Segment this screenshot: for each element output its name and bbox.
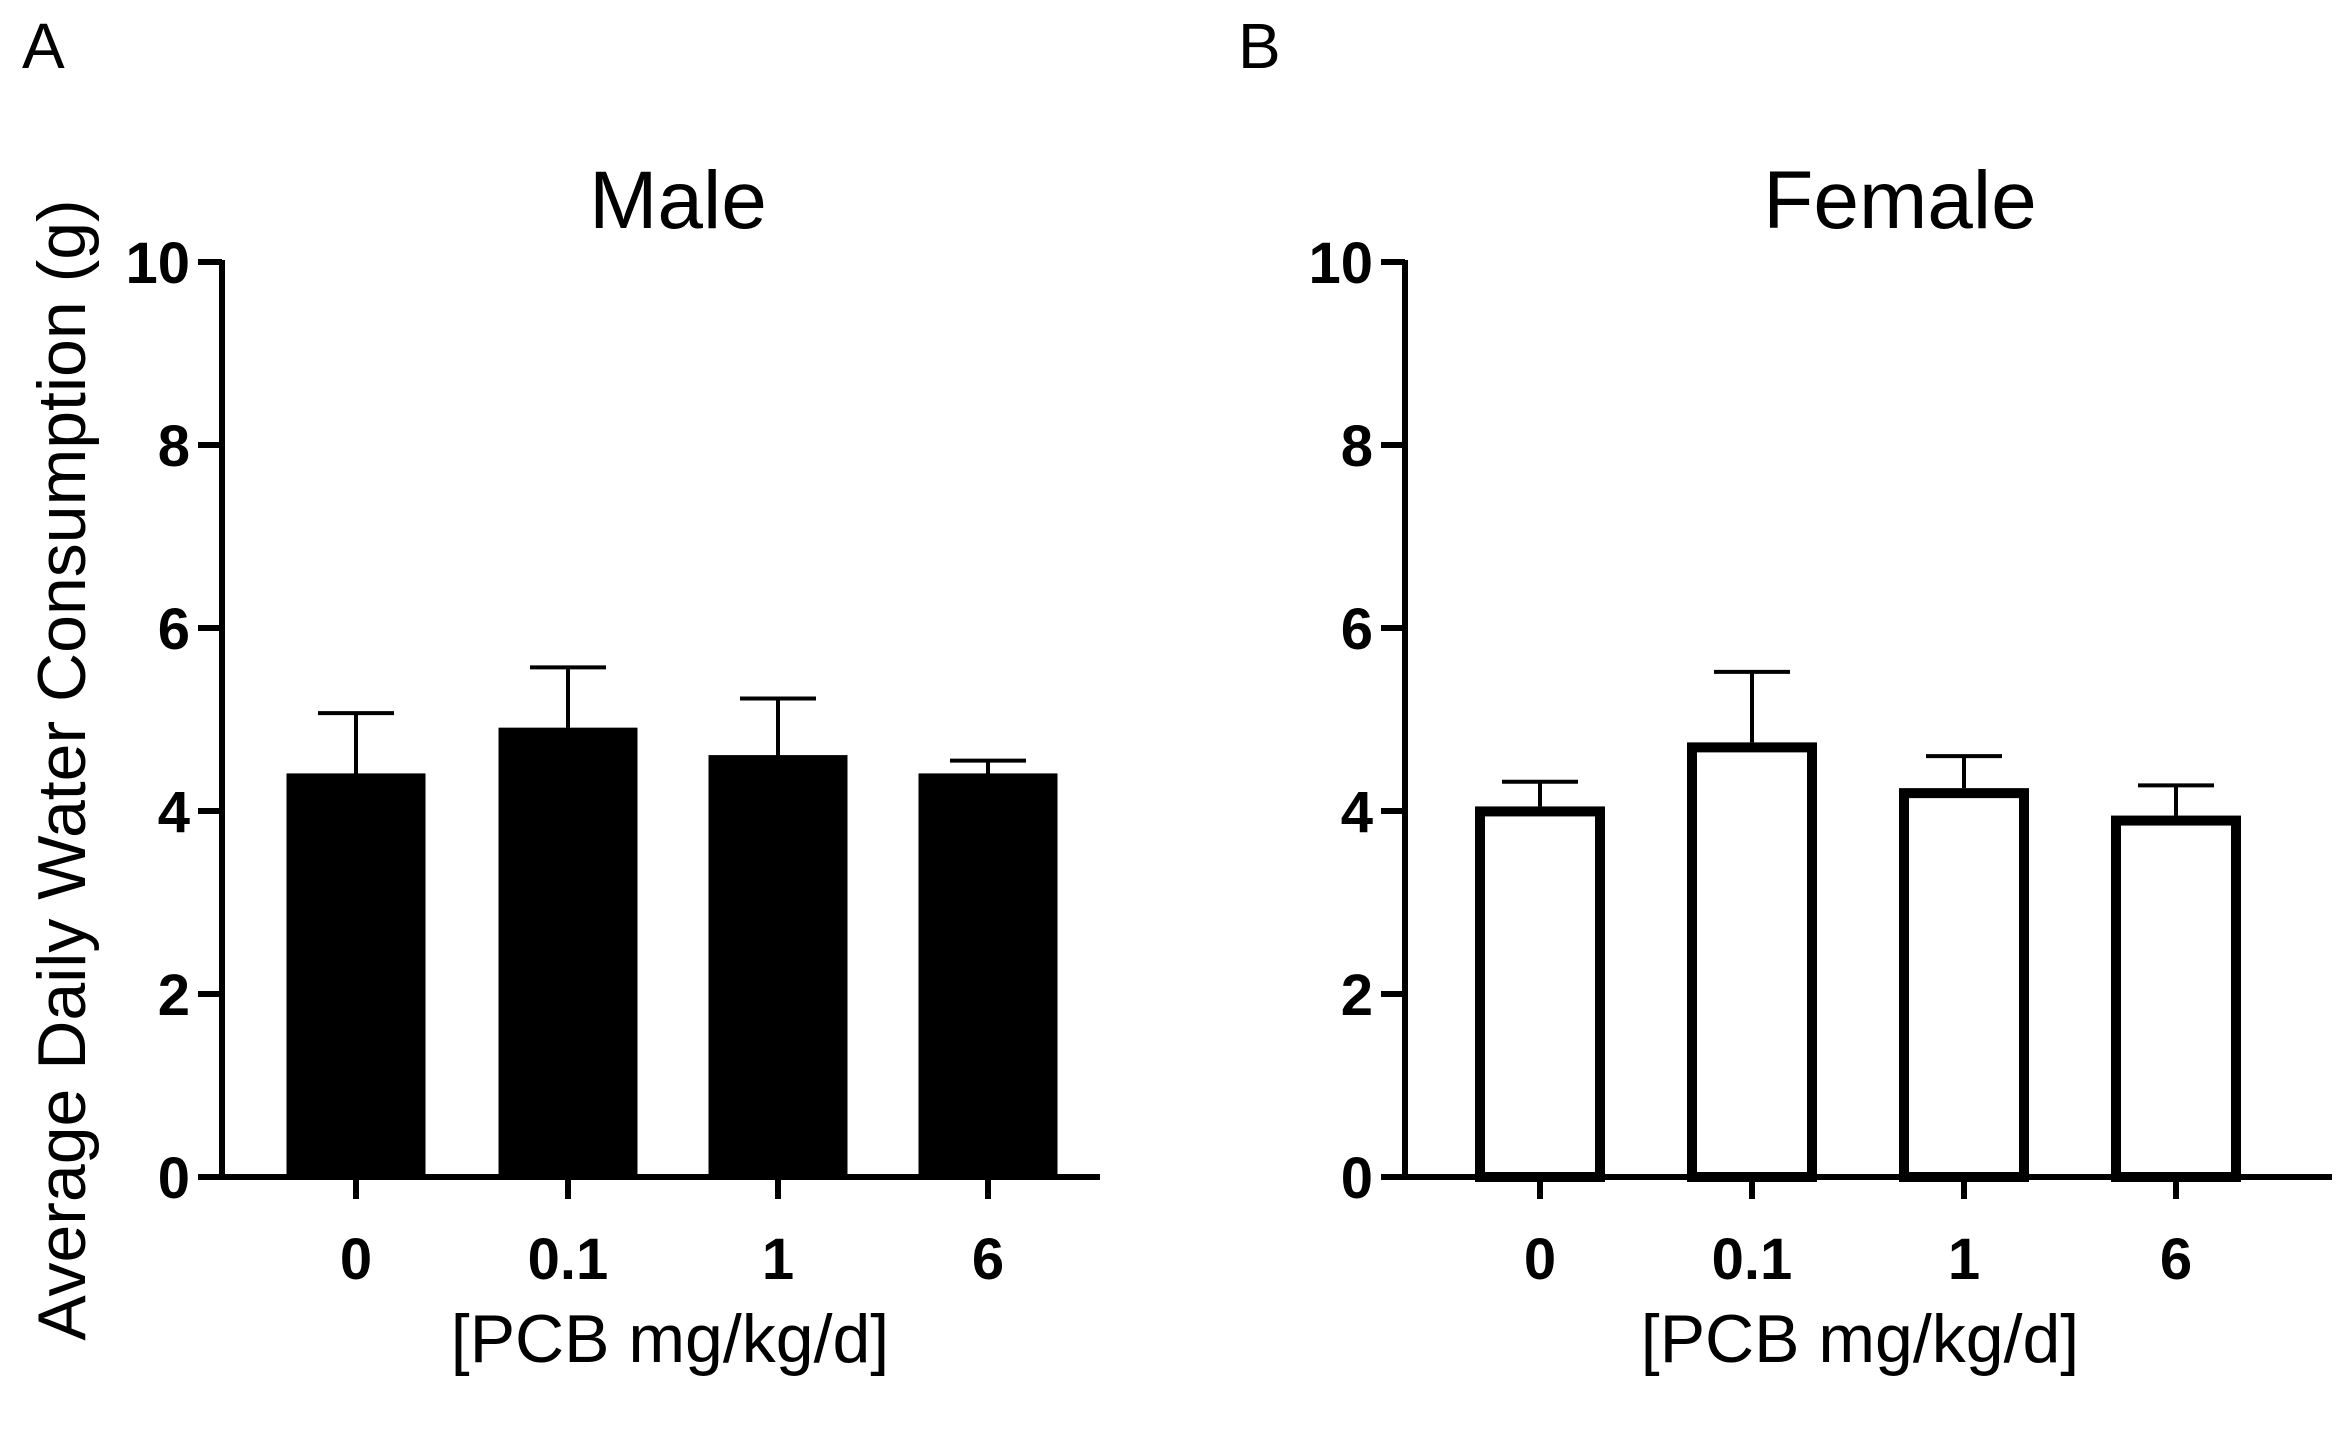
panel-letter-b: B xyxy=(1238,10,1281,82)
x-ticks: 0 0.1 1 6 xyxy=(340,1177,1004,1292)
x-tick-label: 1 xyxy=(1948,1227,1980,1292)
y-tick-label: 10 xyxy=(1308,231,1373,296)
bar xyxy=(498,727,638,1179)
x-tick-label: 6 xyxy=(2160,1227,2192,1292)
bars xyxy=(1475,669,2241,1182)
y-tick-label: 0 xyxy=(1341,1146,1373,1211)
y-tick-label: 8 xyxy=(158,414,190,479)
y-ticks: 0 2 4 6 8 10 xyxy=(1308,231,1405,1211)
chart-title: Male xyxy=(589,155,767,246)
y-tick-label: 6 xyxy=(158,597,190,662)
y-ticks: 0 2 4 6 8 10 xyxy=(125,231,222,1211)
panel-male: Male 0 2 4 6 8 10 0 0.1 1 6 [PCB mg/kg/d] xyxy=(125,155,1100,1377)
y-tick-label: 4 xyxy=(158,780,190,845)
y-tick-label: 4 xyxy=(1341,780,1373,845)
bar xyxy=(286,773,426,1179)
bar xyxy=(2111,815,2241,1182)
x-ticks: 0 0.1 1 6 xyxy=(1524,1177,2192,1292)
bar xyxy=(708,755,848,1178)
bar xyxy=(1687,742,1817,1182)
x-tick-label: 0 xyxy=(1524,1227,1556,1292)
bar xyxy=(918,773,1058,1179)
x-tick-label: 0.1 xyxy=(528,1227,609,1292)
y-tick-label: 0 xyxy=(158,1146,190,1211)
bar xyxy=(1899,788,2029,1182)
x-tick-label: 0.1 xyxy=(1712,1227,1793,1292)
bars xyxy=(286,665,1058,1179)
x-axis-label: [PCB mg/kg/d] xyxy=(1641,1301,2079,1377)
x-tick-label: 6 xyxy=(972,1227,1004,1292)
bar xyxy=(1475,806,1605,1182)
x-axis-label: [PCB mg/kg/d] xyxy=(451,1301,889,1377)
panel-female: Female 0 2 4 6 8 10 0 0.1 1 6 [PCB mg/kg/d] xyxy=(1308,155,2332,1377)
panel-letter-a: A xyxy=(22,10,65,82)
x-tick-label: 0 xyxy=(340,1227,372,1292)
y-tick-label: 2 xyxy=(1341,963,1373,1028)
y-axis-label: Average Daily Water Consumption (g) xyxy=(24,199,100,1340)
y-tick-label: 8 xyxy=(1341,414,1373,479)
y-tick-label: 2 xyxy=(158,963,190,1028)
x-tick-label: 1 xyxy=(762,1227,794,1292)
y-tick-label: 6 xyxy=(1341,597,1373,662)
chart-title: Female xyxy=(1763,155,2036,246)
y-tick-label: 10 xyxy=(125,231,190,296)
